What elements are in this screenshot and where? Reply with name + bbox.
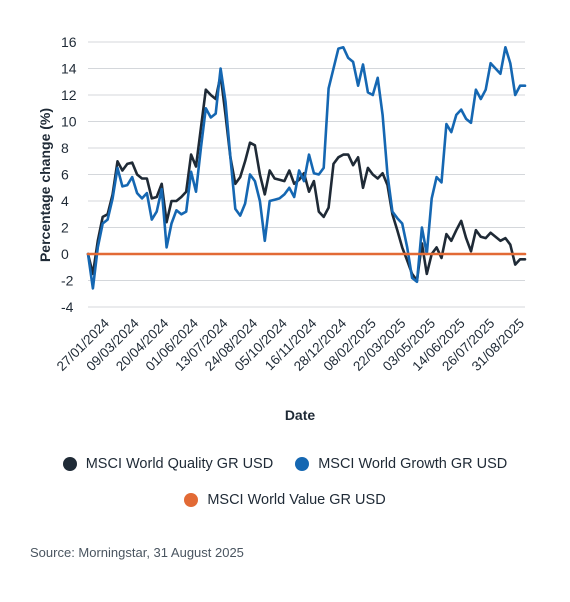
y-tick-label: 12 xyxy=(61,87,77,103)
legend-row-2: MSCI World Value GR USD xyxy=(0,492,570,508)
legend-item-quality: MSCI World Quality GR USD xyxy=(62,456,274,472)
legend-row-1: MSCI World Quality GR USD MSCI World Gro… xyxy=(0,456,570,472)
series-line-quality xyxy=(86,73,527,282)
source-note: Source: Morningstar, 31 August 2025 xyxy=(30,545,244,560)
legend-label-quality: MSCI World Quality GR USD xyxy=(85,456,274,472)
legend-item-growth: MSCI World Growth GR USD xyxy=(295,456,507,472)
legend-marker-value xyxy=(184,493,199,507)
x-tick-labels: 27/01/202409/03/202420/04/202401/06/2024… xyxy=(54,315,527,374)
y-tick-labels: 16 14 12 10 8 6 4 2 0 -2 -4 xyxy=(61,34,77,315)
x-axis-title: Date xyxy=(285,407,316,423)
y-tick-label: 8 xyxy=(61,140,69,156)
y-tick-label: 0 xyxy=(61,246,69,262)
legend-label-growth: MSCI World Growth GR USD xyxy=(318,456,508,472)
y-tick-label: 4 xyxy=(61,193,69,209)
series-lines xyxy=(86,45,527,290)
legend-item-value: MSCI World Value GR USD xyxy=(184,492,386,508)
legend-label-value: MSCI World Value GR USD xyxy=(207,492,386,508)
y-tick-label: 14 xyxy=(61,61,77,77)
y-tick-label: 2 xyxy=(61,220,69,236)
y-tick-label: -2 xyxy=(61,273,74,289)
y-axis-title: Percentage change (%) xyxy=(37,108,53,262)
legend-marker-growth xyxy=(295,457,310,471)
legend-marker-quality xyxy=(62,457,77,471)
y-tick-label: -4 xyxy=(61,299,74,315)
y-tick-label: 6 xyxy=(61,167,69,183)
y-tick-label: 10 xyxy=(61,114,77,130)
series-line-growth xyxy=(86,45,527,290)
y-tick-label: 16 xyxy=(61,34,77,50)
